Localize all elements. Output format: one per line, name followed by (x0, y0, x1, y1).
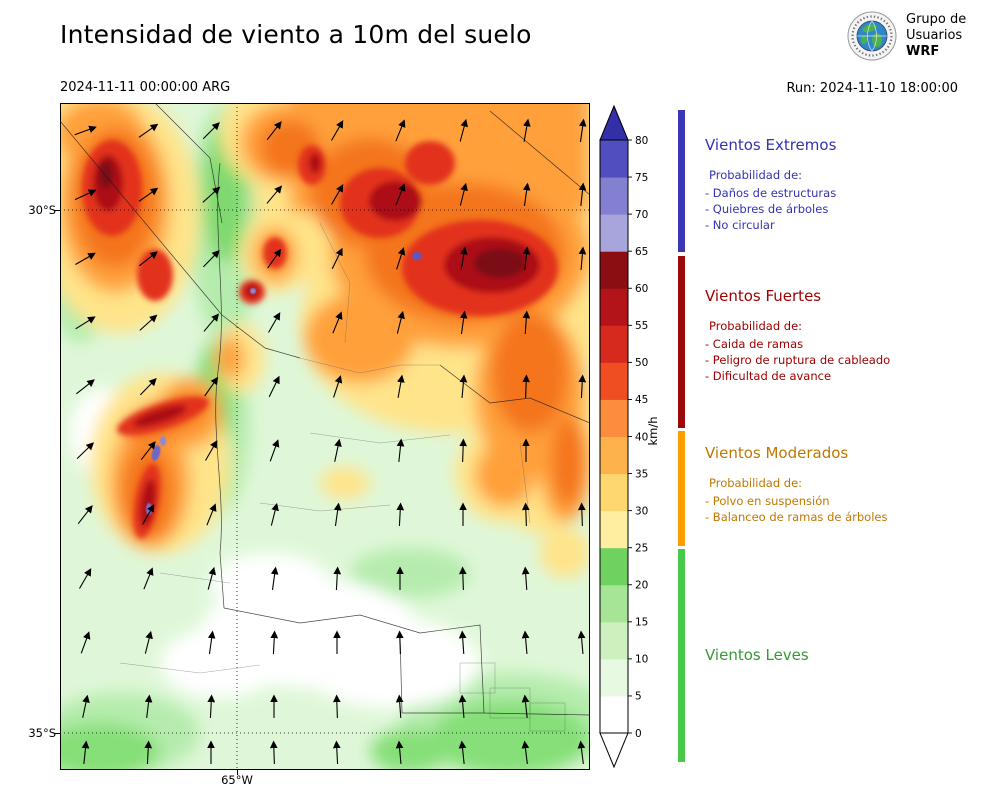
legend-title-leves: Vientos Leves (705, 646, 809, 664)
logo-text: Grupo de Usuarios WRF (906, 12, 966, 60)
lon-label-65w: 65°W (221, 773, 253, 787)
svg-text:30: 30 (635, 505, 648, 517)
svg-text:15: 15 (635, 617, 648, 629)
legend-block-moderados: Vientos Moderados Probabilidad de: - Pol… (705, 444, 973, 525)
svg-text:35: 35 (635, 468, 648, 480)
map-frame (60, 103, 590, 770)
legend-strip-leves (678, 549, 685, 762)
svg-text:0: 0 (635, 728, 642, 740)
page-title: Intensidad de viento a 10m del suelo (60, 20, 532, 49)
svg-text:65: 65 (635, 246, 648, 258)
svg-text:25: 25 (635, 542, 648, 554)
svg-text:55: 55 (635, 320, 648, 332)
legend-item: - Dificultad de avance (705, 369, 832, 383)
run-label: Run: 2024-11-10 18:00:00 (786, 81, 958, 96)
svg-text:5: 5 (635, 691, 642, 703)
wind-intensity-map (60, 103, 590, 770)
logo-line-2: Usuarios (906, 28, 963, 43)
legend-prob-extremos: Probabilidad de: (709, 168, 803, 182)
legend-strip-extremos (678, 110, 685, 252)
department-borders (119, 222, 566, 732)
legend-item: - Daños de estructuras (705, 186, 837, 200)
colorbar: 0 5 10 15 20 25 30 35 40 45 50 55 60 65 70 75 80 (599, 104, 648, 769)
legend-item: - Polvo en suspensión (705, 494, 830, 508)
svg-text:50: 50 (635, 357, 648, 369)
svg-text:75: 75 (635, 172, 648, 184)
axis-tick (54, 209, 60, 211)
legend-item: - No circular (705, 218, 775, 232)
legend-title-fuertes: Vientos Fuertes (705, 287, 822, 305)
svg-text:40: 40 (635, 431, 648, 443)
legend-prob-moderados: Probabilidad de: (709, 476, 803, 490)
graticule (60, 103, 590, 770)
legend-strip-moderados (678, 431, 685, 546)
legend-block-leves: Vientos Leves (705, 646, 973, 678)
wrf-globe-icon (847, 11, 897, 61)
svg-text:70: 70 (635, 209, 648, 221)
lat-label-30s: 30°S (28, 203, 56, 217)
svg-text:60: 60 (635, 283, 648, 295)
colorbar-unit-label: km/h (646, 416, 660, 446)
logo-line-3: WRF (906, 44, 940, 59)
axis-tick (236, 770, 238, 775)
valid-time-label: 2024-11-11 00:00:00 ARG (60, 80, 231, 95)
legend-item: - Quiebres de árboles (705, 202, 829, 216)
legend-block-extremos: Vientos Extremos Probabilidad de: - Daño… (705, 136, 973, 233)
svg-text:45: 45 (635, 394, 648, 406)
svg-text:20: 20 (635, 580, 648, 592)
axis-tick (54, 732, 60, 734)
legend-item: - Caida de ramas (705, 337, 804, 351)
wind-vector-arrows (74, 118, 587, 765)
legend-title-extremos: Vientos Extremos (705, 136, 837, 154)
legend-title-moderados: Vientos Moderados (705, 444, 849, 462)
svg-text:10: 10 (635, 654, 648, 666)
province-borders (60, 103, 590, 716)
legend-block-fuertes: Vientos Fuertes Probabilidad de: - Caida… (705, 287, 973, 384)
lat-label-35s: 35°S (28, 726, 56, 740)
svg-text:80: 80 (635, 135, 648, 147)
legend-prob-fuertes: Probabilidad de: (709, 319, 803, 333)
legend-item: - Balanceo de ramas de árboles (705, 510, 888, 524)
logo-line-1: Grupo de (906, 12, 967, 27)
wind-field-maxima-layer (82, 140, 558, 539)
legend-strip-fuertes (678, 256, 685, 428)
legend-item: - Peligro de ruptura de cableado (705, 353, 891, 367)
